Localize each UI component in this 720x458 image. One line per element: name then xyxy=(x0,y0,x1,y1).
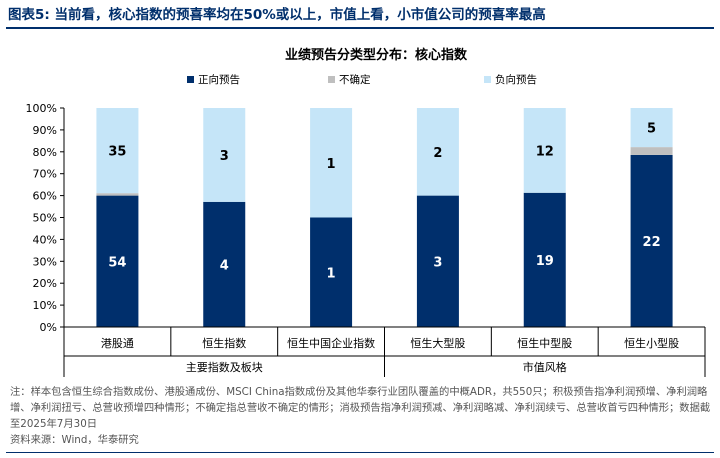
legend-swatch xyxy=(187,76,194,83)
data-label: 3 xyxy=(433,255,442,270)
data-label: 4 xyxy=(220,258,229,273)
bars: 54 35 4 3 1 1 3 2 19 12 22 5 xyxy=(96,108,673,327)
x-group-label: 主要指数及板块 xyxy=(186,360,263,374)
x-group-label: 市值风格 xyxy=(523,360,567,374)
bar-segment xyxy=(96,195,139,327)
source-note: 资料来源：Wind，华泰研究 xyxy=(10,434,139,446)
y-axis: 0% 10% 20% 30% 40% 50% 60% 70% 80% 90% 100% xyxy=(26,102,65,334)
y-tick-label: 30% xyxy=(33,255,57,268)
legend-swatch xyxy=(328,76,335,83)
bar-segment xyxy=(416,195,459,327)
y-tick-label: 60% xyxy=(33,190,57,203)
data-label: 2 xyxy=(433,146,442,161)
legend-label: 正向预告 xyxy=(198,73,240,86)
y-tick-label: 80% xyxy=(33,146,57,159)
bar-segment xyxy=(630,147,673,155)
data-label: 5 xyxy=(647,122,656,137)
y-tick-label: 90% xyxy=(33,124,57,137)
data-label: 54 xyxy=(108,255,126,270)
x-tick-label: 港股通 xyxy=(101,337,134,350)
stacked-bar-chart: 业绩预告分类型分布：核心指数 正向预告 不确定 负向预告 0%10%20%30%40… xyxy=(26,47,706,377)
bar-segment xyxy=(203,108,246,202)
notes-block: 注：样本包含恒生综合指数成份、港股通成份、MSCI China指数成份及其他华泰… xyxy=(10,384,712,448)
x-tick-label: 恒生中型股 xyxy=(517,336,572,350)
data-label: 19 xyxy=(536,254,554,269)
bar-segment xyxy=(630,108,673,148)
bar-segment xyxy=(96,108,139,194)
bar-segment xyxy=(416,108,459,196)
y-tick-label: 70% xyxy=(33,168,57,181)
bar-segment xyxy=(523,108,566,193)
x-tick-label: 恒生中国企业指数 xyxy=(287,336,375,350)
y-tick-label: 10% xyxy=(33,299,57,312)
bar-segment xyxy=(310,108,353,218)
data-label: 1 xyxy=(327,266,336,281)
data-label: 1 xyxy=(327,157,336,172)
bottom-rule xyxy=(6,452,714,453)
x-tick-label: 恒生指数 xyxy=(202,336,246,350)
legend: 正向预告 不确定 负向预告 xyxy=(187,73,537,86)
legend-swatch xyxy=(484,76,491,83)
figure-caption-bar: 图表5: 当前看，核心指数的预喜率均在50%或以上，市值上看，小市值公司的预喜率… xyxy=(0,0,720,24)
chart-title: 业绩预告分类型分布：核心指数 xyxy=(285,47,468,63)
bar-segment xyxy=(310,217,353,327)
data-label: 22 xyxy=(643,235,661,250)
x-tick-label: 恒生大型股 xyxy=(410,336,465,350)
legend-label: 负向预告 xyxy=(495,73,537,86)
y-tick-label: 20% xyxy=(33,277,57,290)
y-tick-label: 40% xyxy=(33,233,57,246)
legend-label: 不确定 xyxy=(339,73,371,86)
bar-segment xyxy=(630,154,673,327)
figure-caption: 图表5: 当前看，核心指数的预喜率均在50%或以上，市值上看，小市值公司的预喜率… xyxy=(8,7,546,23)
bar-segment xyxy=(203,201,246,327)
y-tick-label: 50% xyxy=(33,212,57,225)
y-tick-label: 100% xyxy=(26,102,57,115)
data-label: 12 xyxy=(536,144,554,159)
bar-segment xyxy=(523,192,566,327)
x-tick-label: 恒生小型股 xyxy=(624,336,679,350)
footnote: 注：样本包含恒生综合指数成份、港股通成份、MSCI China指数成份及其他华泰… xyxy=(10,386,711,430)
caption-rule xyxy=(6,27,714,29)
data-label: 3 xyxy=(220,149,229,164)
bar-segment xyxy=(96,193,139,196)
data-label: 35 xyxy=(108,145,126,160)
y-tick-label: 0% xyxy=(40,321,57,334)
